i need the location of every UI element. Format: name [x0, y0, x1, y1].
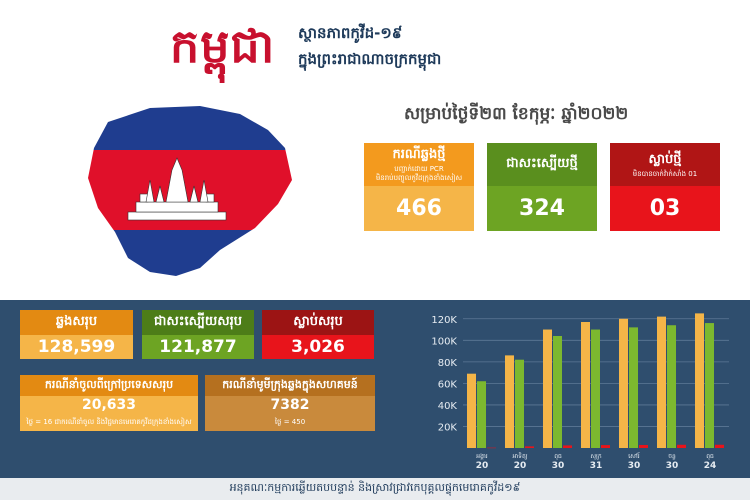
total-cases-card: ឆ្លងសរុប 128,599	[20, 310, 133, 359]
x-tick-label: ពុធ	[706, 453, 714, 460]
daily-new-cases-note1: បញ្ជាក់ដោយ PCR	[394, 165, 444, 173]
bar	[601, 445, 610, 448]
y-tick-label: 60K	[438, 379, 458, 390]
bar	[525, 446, 534, 448]
y-tick-label: 40K	[438, 401, 458, 412]
bar	[543, 329, 552, 448]
bar	[695, 313, 704, 448]
cumulative-bar-chart: 20K40K60K80K100K120Kអង្គារ20អាទិត្យ20ពុធ…	[431, 313, 729, 470]
x-tick-label: 30	[628, 461, 641, 470]
imported-cases-card: ករណីនាំចូលពីក្រៅប្រទេសសរុប 20,633 ថ្ងៃ =…	[20, 375, 198, 431]
daily-deaths-card: ស្លាប់ថ្មី មិនបានចាក់វ៉ាក់សាំង 01 03	[610, 143, 720, 231]
daily-new-cases-value: 466	[364, 186, 474, 231]
bar	[581, 322, 590, 448]
title-line-1: ស្ថានភាពកូវីដ-១៩	[298, 24, 403, 42]
x-tick-label: សៅរ៍	[628, 452, 640, 460]
x-tick-label: អាទិត្យ	[512, 452, 527, 460]
x-tick-label: 20	[476, 461, 489, 470]
bar	[563, 445, 572, 448]
country-title: កម្ពុជា	[170, 19, 276, 73]
bar	[639, 444, 648, 448]
footer-credit: អនុគណៈកម្មការឆ្លើយតបបន្ទាន់ និងស្រាវជ្រា…	[0, 478, 750, 500]
daily-deaths-label: ស្លាប់ថ្មី	[648, 151, 682, 167]
x-tick-label: 31	[590, 461, 603, 470]
total-recovered-card: ជាសះស្បើយសរុប 121,877	[142, 310, 254, 359]
bar	[477, 381, 486, 448]
imported-cases-value: 20,633	[20, 396, 198, 414]
total-cases-label: ឆ្លងសរុប	[20, 310, 133, 335]
y-tick-label: 100K	[431, 336, 457, 347]
bar	[629, 327, 638, 448]
local-cases-label: ករណីនាំមូមីក្រុងឆ្លងក្នុងសហគមន៍	[205, 375, 375, 396]
x-tick-label: 30	[552, 461, 565, 470]
total-recovered-value: 121,877	[142, 335, 254, 359]
daily-new-cases-card: ករណីឆ្លងថ្មី បញ្ជាក់ដោយ PCR មិនរាប់បញ្ចូ…	[364, 143, 474, 231]
bar	[667, 325, 676, 448]
daily-recovered-label: ជាសះស្បើយថ្មី	[506, 156, 578, 171]
total-recovered-label: ជាសះស្បើយសរុប	[142, 310, 254, 335]
y-tick-label: 20K	[438, 422, 458, 433]
bar	[619, 318, 628, 448]
bar	[515, 359, 524, 448]
total-deaths-label: ស្លាប់សរុប	[262, 310, 374, 335]
bar	[715, 444, 724, 448]
daily-new-cases-note2: មិនរាប់បញ្ចូលកូវីដក្រុងខាំងសៀស	[375, 174, 463, 182]
bar	[553, 336, 562, 448]
daily-recovered-value: 324	[487, 186, 597, 231]
bar	[657, 316, 666, 448]
imported-cases-note: ថ្ងៃ = 16 ជាករណីនាំចូល និងវិជ្ជមានមេរោគក…	[20, 414, 198, 431]
bar	[677, 444, 686, 448]
total-cases-value: 128,599	[20, 335, 133, 359]
x-tick-label: ពុធ	[554, 453, 562, 460]
report-date: សម្រាប់ថ្ងៃទី២៣ ខែកុម្ភៈ ឆ្នាំ២០២២	[404, 104, 629, 124]
bar	[705, 323, 714, 448]
local-cases-card: ករណីនាំមូមីក្រុងឆ្លងក្នុងសហគមន៍ 7382 ថ្ង…	[205, 375, 375, 431]
x-tick-label: សុក្រ	[590, 453, 602, 460]
daily-deaths-value: 03	[610, 186, 720, 231]
total-deaths-card: ស្លាប់សរុប 3,026	[262, 310, 374, 359]
bar	[467, 373, 476, 448]
local-cases-value: 7382	[205, 396, 375, 414]
cambodia-flag-map-icon	[88, 106, 292, 276]
x-tick-label: 24	[704, 461, 717, 470]
daily-deaths-note: មិនបានចាក់វ៉ាក់សាំង 01	[632, 169, 698, 178]
x-tick-label: 20	[514, 461, 527, 470]
x-tick-label: អង្គារ	[476, 453, 488, 460]
bar	[505, 355, 514, 448]
total-deaths-value: 3,026	[262, 335, 374, 359]
y-tick-label: 120K	[431, 315, 457, 326]
daily-recovered-card: ជាសះស្បើយថ្មី 324	[487, 143, 597, 231]
y-tick-label: 80K	[438, 358, 458, 369]
x-tick-label: 30	[666, 461, 679, 470]
local-cases-note: ថ្ងៃ = 450	[205, 414, 375, 431]
bar	[591, 329, 600, 448]
daily-new-cases-label: ករណីឆ្លងថ្មី	[392, 147, 446, 162]
imported-cases-label: ករណីនាំចូលពីក្រៅប្រទេសសរុប	[20, 375, 198, 396]
bar	[487, 447, 496, 449]
x-tick-label: ចន្ទ	[668, 453, 676, 460]
title-line-2: ក្នុងព្រះរាជាណាចក្រកម្ពុជា	[298, 50, 442, 68]
